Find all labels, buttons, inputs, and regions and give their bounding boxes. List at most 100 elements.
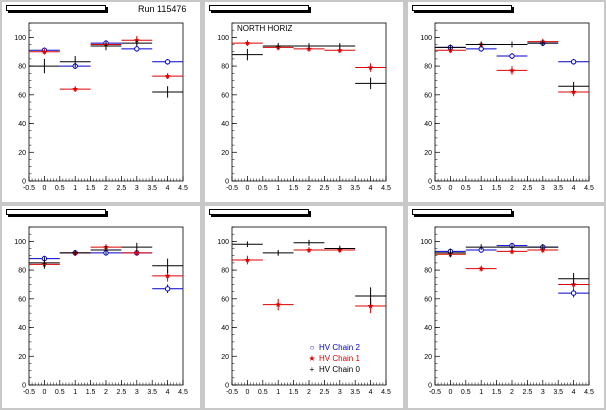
legend-label: HV Chain 1 bbox=[319, 354, 360, 363]
data-point bbox=[121, 40, 153, 46]
x-tick-label: 1.5 bbox=[289, 185, 299, 192]
pad-title-box bbox=[209, 5, 309, 11]
legend-label: HV Chain 0 bbox=[319, 365, 360, 374]
pad-title-box bbox=[412, 209, 512, 215]
data-point bbox=[90, 41, 122, 51]
x-tick-label: 2.5 bbox=[320, 185, 330, 192]
y-tick-label: 60 bbox=[221, 92, 229, 99]
x-tick-label: 2 bbox=[510, 389, 514, 396]
y-tick-label: 100 bbox=[14, 239, 26, 246]
x-tick-label: 1 bbox=[276, 389, 280, 396]
x-tick-label: 0 bbox=[245, 185, 249, 192]
data-point bbox=[355, 63, 386, 72]
y-tick-label: 20 bbox=[424, 354, 432, 361]
x-tick-label: 4.5 bbox=[584, 389, 594, 396]
pad-title-box bbox=[6, 209, 106, 215]
y-tick-label: 80 bbox=[221, 268, 229, 275]
data-point bbox=[262, 249, 294, 256]
x-tick-label: 4 bbox=[572, 185, 576, 192]
data-point bbox=[527, 244, 559, 250]
x-tick-label: 3 bbox=[135, 389, 139, 396]
x-tick-label: 4.5 bbox=[178, 185, 188, 192]
x-tick-label: 0 bbox=[448, 185, 452, 192]
y-tick-label: 0 bbox=[22, 179, 26, 186]
legend-label: HV Chain 2 bbox=[319, 343, 360, 352]
x-tick-label: 2 bbox=[104, 185, 108, 192]
data-point bbox=[558, 58, 589, 65]
x-tick-label: 2 bbox=[307, 185, 311, 192]
y-tick-label: 100 bbox=[217, 35, 229, 42]
x-tick-label: 1 bbox=[73, 185, 77, 192]
data-point bbox=[465, 244, 497, 250]
y-tick-label: 60 bbox=[424, 296, 432, 303]
y-tick-label: 20 bbox=[221, 150, 229, 157]
chart-pad-5: -0.5 0 0.5 1 1.5 2 2.5 3 3.5 4 4.5 0 20 40 60 80 100 ○ HV … bbox=[205, 206, 403, 408]
chart-pad-2: -0.5 0 0.5 1 1.5 2 2.5 3 3.5 4 4.5 0 20 40 60 80 100 NORT… bbox=[205, 2, 403, 202]
y-tick-label: 40 bbox=[18, 325, 26, 332]
x-tick-label: -0.5 bbox=[429, 185, 441, 192]
x-tick-label: 3.5 bbox=[147, 389, 157, 396]
data-point bbox=[496, 41, 528, 48]
x-tick-label: 2.5 bbox=[523, 185, 533, 192]
x-tick-label: 4.5 bbox=[381, 185, 391, 192]
y-tick-label: 40 bbox=[424, 121, 432, 128]
x-tick-label: 4 bbox=[166, 389, 170, 396]
x-tick-label: 2.5 bbox=[523, 389, 533, 396]
data-point bbox=[496, 244, 528, 250]
x-tick-label: 4.5 bbox=[381, 389, 391, 396]
chart-pad-3: -0.5 0 0.5 1 1.5 2 2.5 3 3.5 4 4.5 0 20 40 60 80 100 bbox=[408, 2, 604, 202]
x-tick-label: 3.5 bbox=[553, 185, 563, 192]
y-tick-label: 20 bbox=[18, 354, 26, 361]
x-tick-label: 0.5 bbox=[258, 389, 268, 396]
data-point bbox=[152, 73, 183, 80]
x-tick-label: 4 bbox=[572, 389, 576, 396]
data-point bbox=[558, 272, 589, 285]
data-point bbox=[232, 48, 263, 61]
x-tick-label: 4 bbox=[369, 389, 373, 396]
x-tick-label: 0 bbox=[42, 389, 46, 396]
data-point bbox=[496, 66, 528, 75]
x-tick-label: -0.5 bbox=[226, 389, 238, 396]
x-tick-label: 3 bbox=[338, 185, 342, 192]
legend-entry: + HV Chain 0 bbox=[305, 364, 360, 375]
data-point bbox=[121, 45, 153, 52]
data-point bbox=[527, 40, 559, 46]
x-tick-label: 0 bbox=[245, 389, 249, 396]
legend-entry: ○ HV Chain 2 bbox=[305, 342, 360, 353]
x-tick-label: 3 bbox=[338, 389, 342, 396]
x-tick-label: 3.5 bbox=[147, 185, 157, 192]
data-point bbox=[465, 41, 497, 48]
x-tick-label: 0.5 bbox=[55, 185, 65, 192]
y-tick-label: 20 bbox=[18, 150, 26, 157]
y-tick-label: 80 bbox=[18, 64, 26, 71]
data-point bbox=[465, 265, 497, 272]
y-tick-label: 100 bbox=[420, 239, 432, 246]
y-tick-label: 60 bbox=[18, 296, 26, 303]
x-tick-label: 3.5 bbox=[350, 185, 360, 192]
y-tick-label: 20 bbox=[424, 150, 432, 157]
y-tick-label: 100 bbox=[420, 35, 432, 42]
pad-title-box bbox=[209, 209, 309, 215]
legend-marker-icon: ★ bbox=[308, 354, 316, 363]
data-point bbox=[90, 245, 122, 255]
data-point bbox=[293, 246, 325, 253]
x-tick-label: 3 bbox=[541, 185, 545, 192]
x-tick-label: 3.5 bbox=[350, 389, 360, 396]
data-point bbox=[262, 43, 294, 49]
x-tick-label: 3 bbox=[135, 185, 139, 192]
x-tick-label: 2.5 bbox=[117, 185, 127, 192]
y-tick-label: 100 bbox=[217, 239, 229, 246]
x-tick-label: 1 bbox=[479, 389, 483, 396]
data-point bbox=[324, 245, 356, 252]
x-tick-label: 0 bbox=[448, 389, 452, 396]
x-tick-label: 1 bbox=[276, 185, 280, 192]
data-point bbox=[558, 81, 589, 91]
run-label: Run 115476 bbox=[138, 4, 187, 14]
data-point bbox=[152, 258, 183, 273]
data-point bbox=[29, 58, 60, 74]
pad-title-box bbox=[412, 5, 512, 11]
